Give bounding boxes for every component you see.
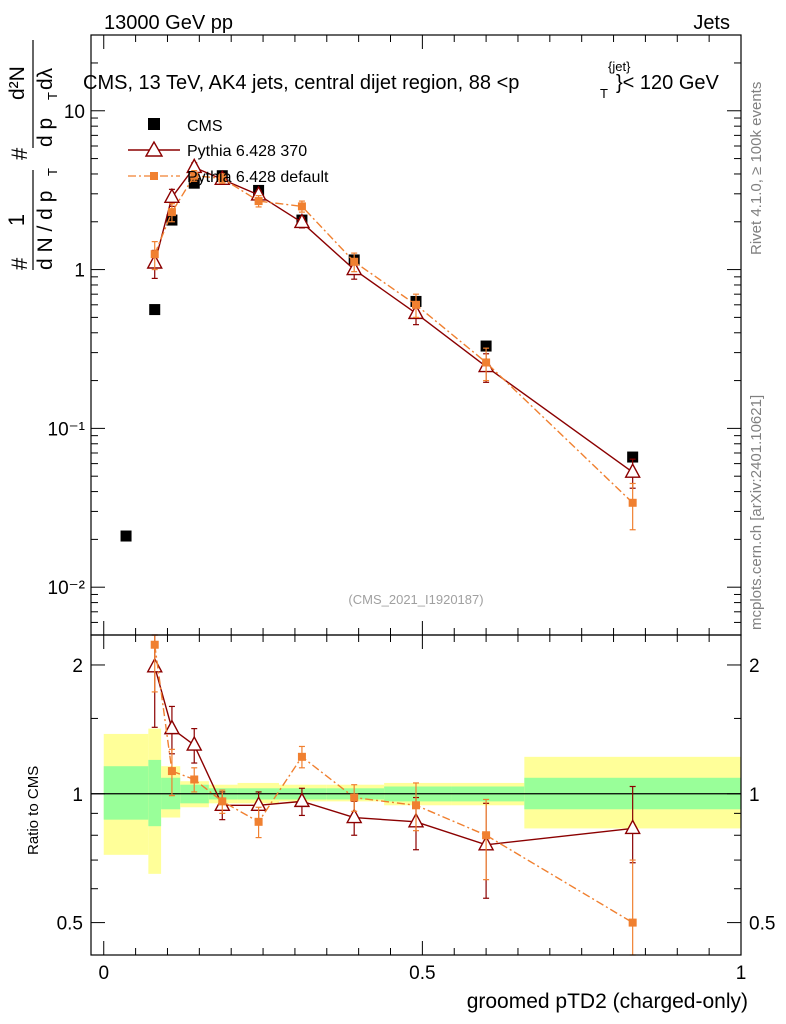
cms-data-point [188, 177, 200, 189]
pythia-default-point [628, 498, 637, 507]
legend-label-pythia-default: Pythia 6.428 default [187, 169, 329, 186]
title-sup: {jet} [608, 59, 631, 74]
ratio-pythia-370-point [624, 818, 641, 835]
ylabel-frac1-den-sub: T [45, 168, 60, 176]
ratio-pythia-default-point [150, 640, 159, 649]
legend-marker-cms [148, 118, 160, 130]
cms-data-point [480, 340, 492, 352]
ratio-panel: 0.5 0.5 1 1 2 2 0 0.5 1 [57, 634, 775, 984]
pythia-default-point [190, 171, 199, 180]
y-axis-label-top: # 1 d N / d p T # d²N d p T dλ [4, 40, 60, 270]
pythia-default-point [482, 358, 491, 367]
header-right: Jets [693, 12, 730, 34]
ratio-ticks: 0.5 0.5 1 1 2 2 0 0.5 1 [57, 635, 775, 984]
main-ticks: 10⁻² 10⁻¹ 1 10 [48, 34, 742, 636]
ylabel-frac1-den: d N / d p [34, 191, 57, 270]
header-left: 13000 GeV pp [104, 12, 233, 34]
chart-title: CMS, 13 TeV, AK4 jets, central dijet reg… [83, 59, 720, 101]
uncertainty-band-inner [148, 759, 162, 827]
ylabel-frac1-num: 1 [4, 214, 29, 226]
legend-marker-pythia-370 [144, 140, 164, 157]
legend-marker-pythia-default [150, 172, 158, 180]
pythia-default-point [350, 257, 359, 266]
main-y-tick-label: 1 [74, 261, 85, 282]
pythia-default-point [218, 174, 227, 183]
ratio-series-layer [146, 634, 641, 956]
ylabel-frac2-den: d p [34, 118, 57, 147]
ratio-series-line [154, 666, 633, 846]
title-sub: T [600, 86, 608, 101]
main-y-tick-label: 10⁻² [48, 578, 86, 599]
pythia-default-point [167, 208, 176, 217]
ratio-y-tick-label-right: 2 [749, 656, 760, 677]
ylabel-frac2-den-end: dλ [34, 67, 57, 90]
main-y-tick-label: 10⁻¹ [48, 419, 86, 440]
ratio-pythia-default-point [297, 752, 306, 761]
ratio-frame [90, 634, 742, 956]
ratio-y-tick-label: 2 [72, 656, 83, 677]
ratio-pythia-default-point [254, 817, 263, 826]
pythia-370-point [163, 187, 181, 204]
ratio-pythia-default-point [167, 767, 176, 776]
pythia-370-point [624, 462, 641, 478]
ylabel-frac2-num: d²N [6, 66, 29, 100]
x-tick-label: 0 [98, 963, 109, 984]
ratio-pythia-default-point [628, 918, 637, 927]
main-series-layer [120, 157, 641, 542]
y-axis-label-ratio: Ratio to CMS [25, 766, 42, 855]
legend-label-pythia-370: Pythia 6.428 370 [187, 143, 307, 160]
ylabel-hash-1: # [7, 257, 32, 270]
ratio-pythia-default-point [412, 801, 420, 810]
cms-data-point [627, 451, 639, 463]
uncertainty-band-inner [103, 766, 149, 820]
pythia-370-point [293, 212, 311, 229]
pythia-default-point [412, 300, 420, 309]
analysis-watermark: (CMS_2021_I1920187) [348, 592, 483, 607]
series-line [154, 166, 634, 473]
mcplots-label: mcplots.cern.ch [arXiv:2401.10621] [748, 395, 765, 630]
cms-data-point [149, 304, 161, 316]
legend: CMS Pythia 6.428 370 Pythia 6.428 defaul… [128, 118, 329, 186]
x-tick-label: 0.5 [409, 963, 435, 984]
ratio-pythia-default-point [350, 793, 359, 802]
pythia-default-point [150, 250, 159, 259]
series-line [154, 174, 634, 504]
x-tick-label: 1 [736, 963, 747, 984]
ratio-pythia-370-point [186, 735, 203, 751]
ratio-pythia-default-point [482, 831, 491, 840]
pythia-default-point [297, 202, 306, 211]
ratio-pythia-370-point [346, 808, 363, 824]
legend-label-cms: CMS [187, 118, 223, 135]
ratio-pythia-default-point [190, 775, 199, 784]
ylabel-hash-2: # [7, 147, 32, 160]
ratio-y-tick-label: 1 [72, 785, 83, 806]
ratio-y-tick-label: 0.5 [57, 914, 83, 935]
ylabel-frac2-den-sub: T [45, 92, 60, 100]
ratio-pythia-370-point [293, 791, 311, 808]
ratio-pythia-default-point [218, 797, 227, 806]
x-axis-label: groomed pTD2 (charged-only) [467, 990, 748, 1013]
ratio-series-line [154, 644, 634, 924]
title-main: CMS, 13 TeV, AK4 jets, central dijet reg… [83, 72, 519, 94]
rivet-label: Rivet 4.1.0, ≥ 100k events [748, 82, 765, 255]
cms-data-point [120, 530, 132, 542]
pythia-default-point [254, 197, 263, 206]
title-end: }< 120 GeV [616, 72, 720, 94]
ratio-y-tick-label-right: 0.5 [749, 914, 775, 935]
main-y-tick-label: 10 [64, 102, 85, 123]
ratio-y-tick-label-right: 1 [749, 785, 760, 806]
ratio-pythia-370-point [163, 719, 181, 735]
